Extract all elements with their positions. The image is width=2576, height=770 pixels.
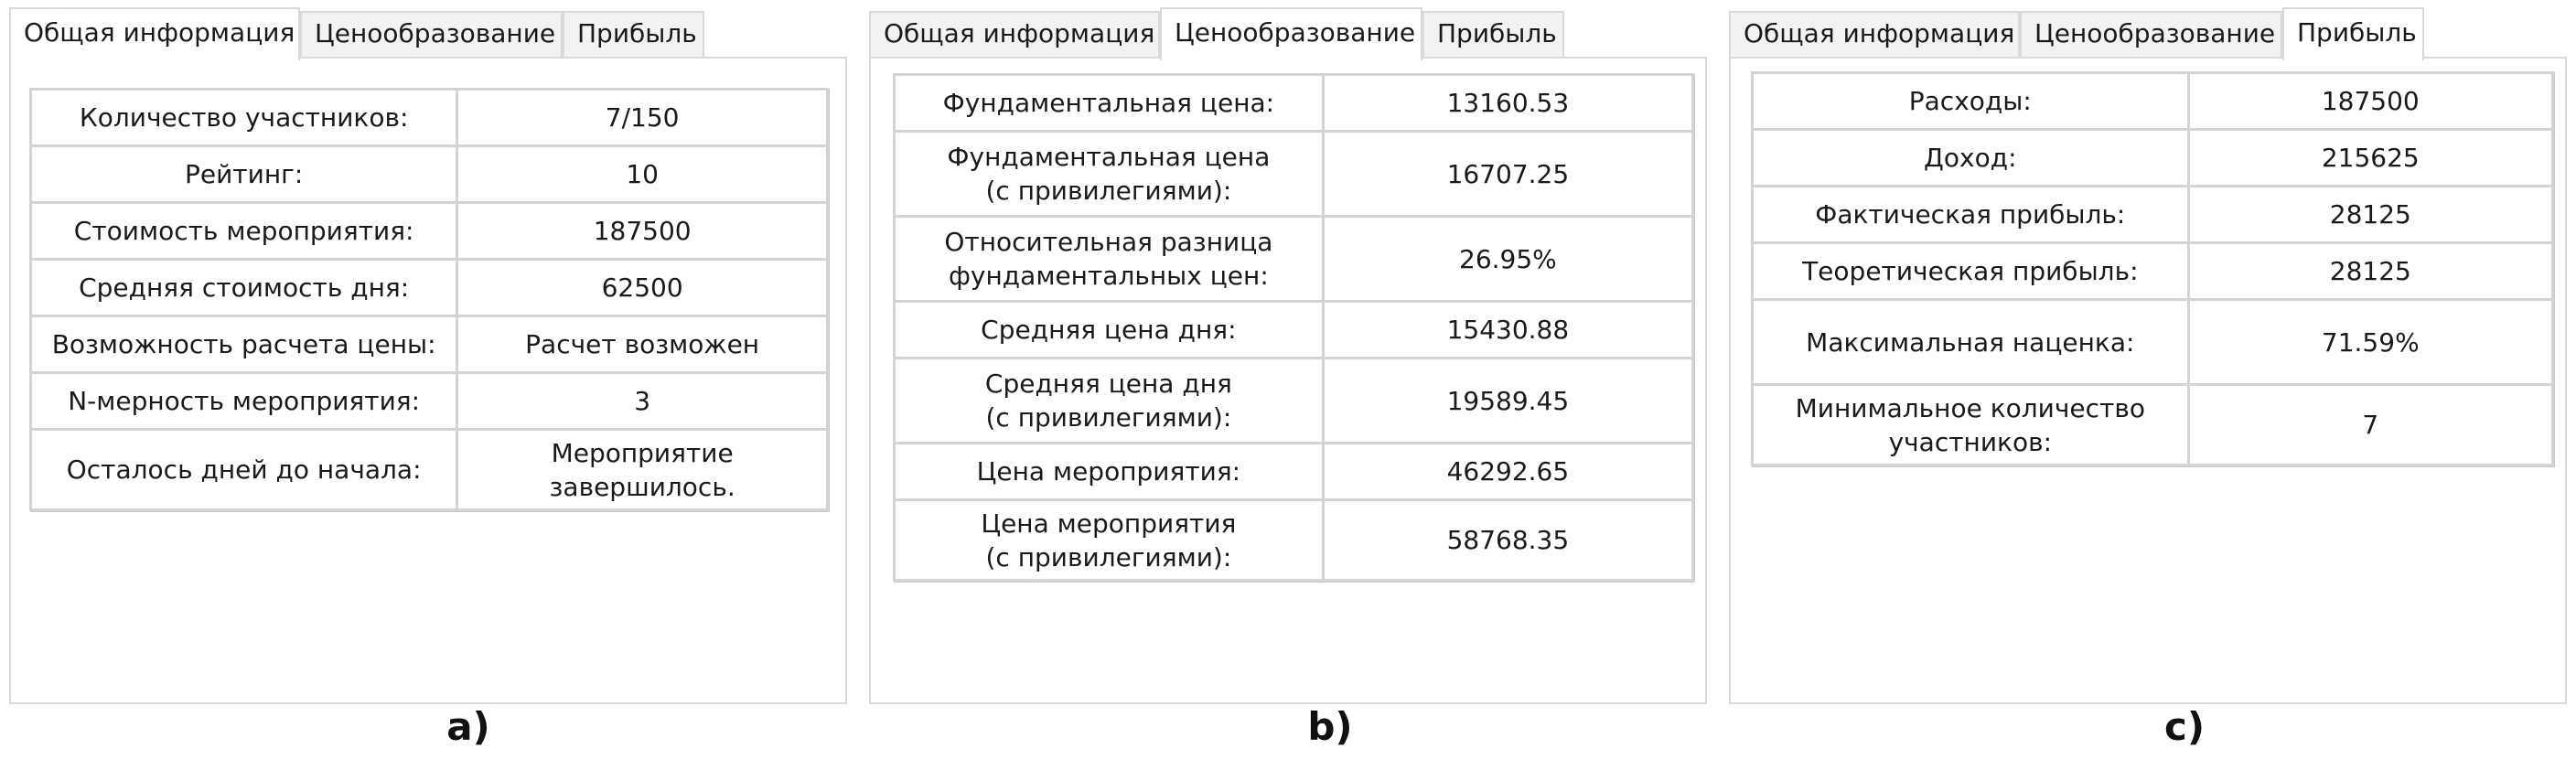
- row-label: Доход:: [1751, 128, 2190, 187]
- table-row: Цена мероприятия (с привилегиями): 58768…: [893, 498, 1695, 582]
- table-row: Средняя цена дня (с привилегиями): 19589…: [893, 357, 1695, 444]
- row-value: 28125: [2186, 185, 2555, 244]
- panel-profit: Общая информация Ценообразование Прибыль…: [1729, 7, 2567, 704]
- table-row: Доход: 215625: [1751, 128, 2555, 187]
- row-value: 62500: [456, 258, 829, 317]
- table-row: Стоимость мероприятия: 187500: [28, 201, 829, 261]
- row-label: Возможность расчета цены:: [28, 315, 459, 374]
- row-value: 10: [456, 144, 829, 204]
- table-row: Фундаментальная цена (с привилегиями): 1…: [893, 130, 1695, 218]
- row-label: Фундаментальная цена:: [893, 73, 1325, 133]
- row-value: 7: [2186, 383, 2555, 466]
- row-value: 58768.35: [1321, 498, 1695, 582]
- row-value: Расчет возможен: [456, 315, 829, 374]
- row-label: Максимальная наценка:: [1751, 298, 2190, 386]
- tab-general-info[interactable]: Общая информация: [869, 11, 1160, 57]
- table-row: Теоретическая прибыль: 28125: [1751, 241, 2555, 301]
- table-row: Средняя стоимость дня: 62500: [28, 258, 829, 317]
- tab-page-profit: Расходы: 187500 Доход: 215625 Фактическа…: [1729, 57, 2567, 704]
- tab-strip: Общая информация Ценообразование Прибыль: [1729, 7, 2567, 60]
- table-row: Возможность расчета цены: Расчет возможе…: [28, 315, 829, 374]
- row-value: 28125: [2186, 241, 2555, 301]
- tab-profit[interactable]: Прибыль: [1422, 11, 1564, 57]
- row-value: 13160.53: [1321, 73, 1695, 133]
- row-value: 7/150: [456, 88, 829, 147]
- panel-general-info: Общая информация Ценообразование Прибыль…: [9, 7, 847, 704]
- tab-profit[interactable]: Прибыль: [2282, 7, 2424, 60]
- row-label: Теоретическая прибыль:: [1751, 241, 2190, 301]
- row-label: Фундаментальная цена (с привилегиями):: [893, 130, 1325, 218]
- general-info-table: Количество участников: 7/150 Рейтинг: 10…: [28, 88, 829, 511]
- row-label: Средняя стоимость дня:: [28, 258, 459, 317]
- panel-pricing: Общая информация Ценообразование Прибыль…: [869, 7, 1707, 704]
- table-row: Фундаментальная цена: 13160.53: [893, 73, 1695, 133]
- table-row: N-мерность мероприятия: 3: [28, 371, 829, 431]
- tab-pricing[interactable]: Ценообразование: [2020, 11, 2282, 57]
- table-row: Цена мероприятия: 46292.65: [893, 442, 1695, 501]
- row-label: Относительная разница фундаментальных це…: [893, 215, 1325, 303]
- row-value: Мероприятие завершилось.: [456, 428, 829, 511]
- table-row: Минимальное количество участников: 7: [1751, 383, 2555, 466]
- row-label: Цена мероприятия (с привилегиями):: [893, 498, 1325, 582]
- caption-c: c): [2163, 704, 2206, 749]
- row-label: Расходы:: [1751, 71, 2190, 131]
- tab-general-info[interactable]: Общая информация: [1729, 11, 2020, 57]
- table-row: Фактическая прибыль: 28125: [1751, 185, 2555, 244]
- profit-table: Расходы: 187500 Доход: 215625 Фактическа…: [1751, 71, 2555, 466]
- row-value: 187500: [456, 201, 829, 261]
- table-row: Рейтинг: 10: [28, 144, 829, 204]
- row-label: Количество участников:: [28, 88, 459, 147]
- tab-strip: Общая информация Ценообразование Прибыль: [869, 7, 1707, 60]
- tab-page-general-info: Количество участников: 7/150 Рейтинг: 10…: [9, 57, 847, 704]
- row-label: Осталось дней до начала:: [28, 428, 459, 511]
- row-label: Фактическая прибыль:: [1751, 185, 2190, 244]
- row-label: Стоимость мероприятия:: [28, 201, 459, 261]
- tab-general-info[interactable]: Общая информация: [9, 7, 300, 60]
- tab-profit[interactable]: Прибыль: [563, 11, 704, 57]
- pricing-table: Фундаментальная цена: 13160.53 Фундамент…: [893, 73, 1695, 582]
- row-label: N-мерность мероприятия:: [28, 371, 459, 431]
- row-value: 46292.65: [1321, 442, 1695, 501]
- tab-page-pricing: Фундаментальная цена: 13160.53 Фундамент…: [869, 57, 1707, 704]
- row-value: 26.95%: [1321, 215, 1695, 303]
- table-row: Средняя цена дня: 15430.88: [893, 300, 1695, 359]
- row-label: Цена мероприятия:: [893, 442, 1325, 501]
- row-label: Средняя цена дня (с привилегиями):: [893, 357, 1325, 444]
- row-label: Рейтинг:: [28, 144, 459, 204]
- table-row: Расходы: 187500: [1751, 71, 2555, 131]
- row-value: 187500: [2186, 71, 2555, 131]
- row-value: 3: [456, 371, 829, 431]
- row-value: 16707.25: [1321, 130, 1695, 218]
- table-row: Осталось дней до начала: Мероприятие зав…: [28, 428, 829, 511]
- caption-b: b): [1307, 704, 1353, 749]
- table-row: Количество участников: 7/150: [28, 88, 829, 147]
- row-value: 15430.88: [1321, 300, 1695, 359]
- caption-a: a): [446, 704, 490, 749]
- tab-pricing[interactable]: Ценообразование: [1160, 7, 1422, 60]
- row-value: 71.59%: [2186, 298, 2555, 386]
- table-row: Максимальная наценка: 71.59%: [1751, 298, 2555, 386]
- row-label: Средняя цена дня:: [893, 300, 1325, 359]
- row-value: 19589.45: [1321, 357, 1695, 444]
- table-row: Относительная разница фундаментальных це…: [893, 215, 1695, 303]
- tab-strip: Общая информация Ценообразование Прибыль: [9, 7, 847, 60]
- row-label: Минимальное количество участников:: [1751, 383, 2190, 466]
- tab-pricing[interactable]: Ценообразование: [300, 11, 563, 57]
- row-value: 215625: [2186, 128, 2555, 187]
